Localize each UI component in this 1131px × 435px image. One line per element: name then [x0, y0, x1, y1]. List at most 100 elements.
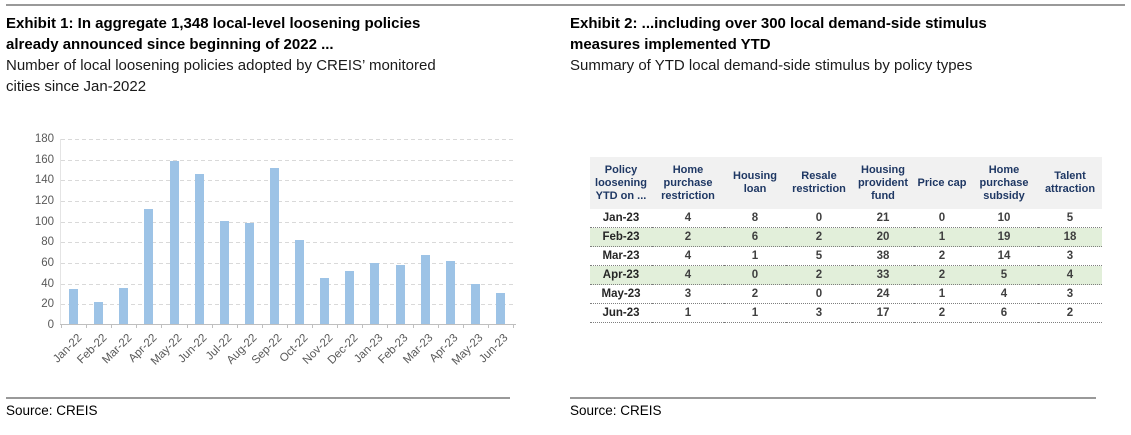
exhibit-1-title-line-2: already announced since beginning of 202… [6, 36, 334, 53]
x-axis-tick [387, 325, 389, 328]
table-cell: 2 [914, 303, 970, 323]
bar [495, 293, 505, 324]
x-axis-tick [61, 325, 62, 328]
column-header: Home purchase subsidy [970, 157, 1038, 209]
exhibit-2-panel: Exhibit 2: ...including over 300 local d… [570, 13, 1127, 76]
table-header-row: Policy loosening YTD on ... Home purchase… [590, 157, 1102, 209]
x-axis-tick [312, 325, 314, 328]
table-cell: 2 [786, 265, 852, 285]
table-cell: 19 [970, 227, 1038, 247]
table-cell: 1 [724, 303, 786, 323]
bar [370, 263, 380, 324]
table-cell: 1 [914, 227, 970, 247]
gridline [61, 201, 513, 202]
table-row: Jun-23 1 1 3 17 2 6 2 [590, 303, 1102, 323]
x-axis-tick [111, 325, 113, 328]
stimulus-table: Policy loosening YTD on ... Home purchase… [590, 157, 1102, 323]
bar [395, 265, 405, 324]
table-cell: 33 [852, 265, 914, 285]
table-cell: 2 [914, 265, 970, 285]
column-header: Housing provident fund [852, 157, 914, 209]
bar [244, 222, 254, 324]
table-cell: 0 [914, 209, 970, 228]
column-header: Home purchase restriction [652, 157, 724, 209]
exhibit-2-subtitle-line-1: Summary of YTD local demand-side stimulu… [570, 57, 973, 74]
x-axis-tick [211, 325, 213, 328]
table-cell: 1 [652, 303, 724, 323]
table-cell: 2 [724, 284, 786, 304]
table-cell: 6 [724, 227, 786, 247]
column-header: Price cap [914, 157, 970, 209]
column-header: Resale restriction [786, 157, 852, 209]
y-axis-tick-label: 180 [34, 133, 54, 145]
x-axis-tick [412, 325, 414, 328]
table-cell: 5 [1038, 209, 1102, 228]
bar [169, 160, 179, 324]
table-cell: 4 [652, 246, 724, 266]
x-axis-tick [287, 325, 288, 328]
x-axis-tick [186, 325, 188, 328]
bar [119, 287, 129, 324]
gridline [61, 139, 513, 140]
row-month-label: Jun-23 [590, 303, 652, 323]
table-cell: 6 [970, 303, 1038, 323]
y-axis-tick-label: 80 [41, 236, 54, 249]
x-axis-tick [462, 325, 464, 328]
table-cell: 24 [852, 284, 914, 304]
x-axis-tick [86, 325, 88, 328]
table-cell: 0 [786, 284, 852, 304]
bar [345, 271, 355, 324]
top-divider [6, 4, 1125, 6]
table-cell: 4 [652, 209, 724, 228]
y-axis-tick-label: 20 [41, 298, 54, 311]
table-row: Jan-23 4 8 0 21 0 10 5 [590, 209, 1102, 228]
x-axis-tick [437, 325, 439, 328]
y-axis-tick-label: 40 [41, 277, 54, 290]
table-cell: 1 [914, 284, 970, 304]
exhibit-1-subtitle-line-2: cities since Jan-2022 [6, 78, 147, 95]
bar [219, 220, 229, 324]
table-cell: 2 [914, 246, 970, 266]
table-cell: 4 [652, 265, 724, 285]
bar-chart: 0 20 40 60 80 100 120 140 160 180 Jan-22 Feb-22 Mar-… [6, 127, 554, 395]
table-cell: 2 [1038, 303, 1102, 323]
column-header: Housing loan [724, 157, 786, 209]
x-axis-tick [513, 325, 514, 328]
exhibit-1-bottom-divider [6, 397, 510, 399]
bar [94, 302, 104, 324]
table-cell: 0 [724, 265, 786, 285]
x-axis-tick [362, 325, 364, 328]
exhibit-2-bottom-divider [570, 397, 1096, 399]
row-month-label: May-23 [590, 284, 652, 304]
exhibit-2-source: Source: CREIS [570, 403, 662, 418]
table-cell: 2 [652, 227, 724, 247]
table-cell: 21 [852, 209, 914, 228]
gridline [61, 242, 513, 244]
table-row: Feb-23 2 6 2 20 1 19 18 [590, 227, 1102, 247]
table-cell: 4 [1038, 265, 1102, 285]
bar [69, 288, 79, 324]
table-cell: 10 [970, 209, 1038, 228]
table-cell: 5 [970, 265, 1038, 285]
table-cell: 17 [852, 303, 914, 323]
bar-chart-plot-area [60, 139, 516, 328]
column-header: Policy loosening YTD on ... [590, 157, 652, 209]
y-axis-tick-label: 140 [34, 174, 54, 187]
gridline [61, 159, 513, 161]
y-axis-tick-label: 60 [41, 257, 54, 269]
table-cell: 1 [724, 246, 786, 266]
exhibit-2-title-line-2: measures implemented YTD [570, 36, 771, 53]
bar [320, 277, 330, 324]
exhibit-1-subtitle-line-1: Number of local loosening policies adopt… [6, 57, 436, 74]
gridline [61, 263, 513, 264]
x-axis-tick [136, 325, 138, 328]
bar [295, 240, 305, 324]
row-month-label: Feb-23 [590, 227, 652, 247]
gridline [61, 304, 513, 306]
exhibit-1-source: Source: CREIS [6, 403, 98, 418]
table-cell: 3 [652, 284, 724, 304]
exhibit-1-panel: Exhibit 1: In aggregate 1,348 local-leve… [6, 13, 554, 97]
table-cell: 4 [970, 284, 1038, 304]
row-month-label: Jan-23 [590, 209, 652, 228]
